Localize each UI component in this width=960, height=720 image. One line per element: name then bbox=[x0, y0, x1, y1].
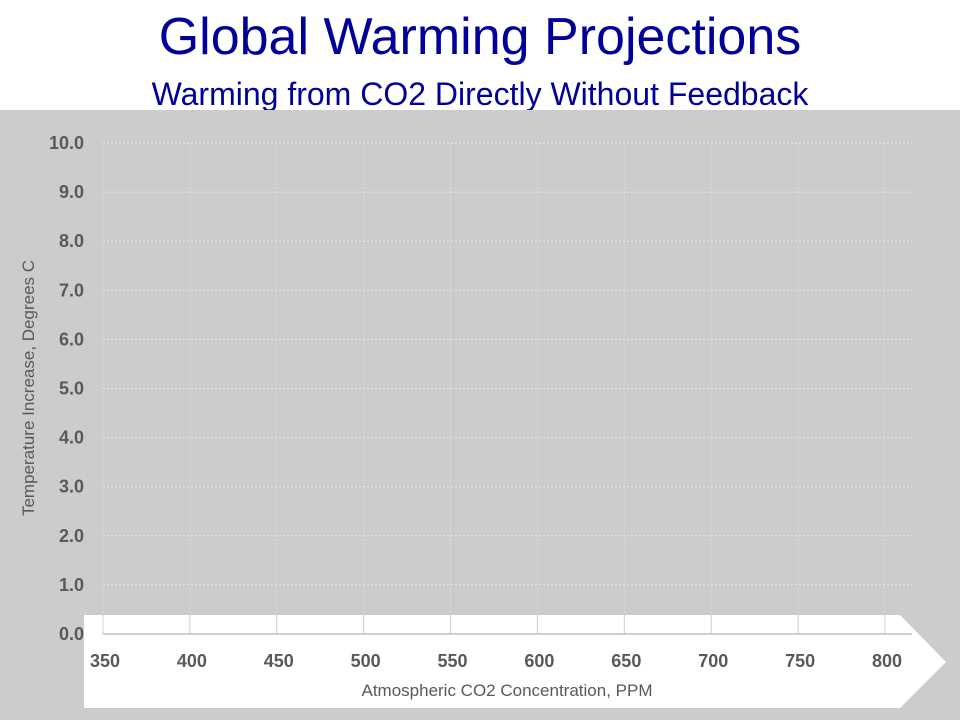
y-tick-label: 2.0 bbox=[59, 526, 84, 546]
x-tick-label: 400 bbox=[177, 651, 207, 671]
y-tick-label: 7.0 bbox=[59, 280, 84, 300]
x-axis-label: Atmospheric CO2 Concentration, PPM bbox=[361, 681, 652, 700]
y-tick-label: 4.0 bbox=[59, 428, 84, 448]
x-tick-label: 350 bbox=[90, 651, 120, 671]
y-tick-label: 0.0 bbox=[59, 624, 84, 644]
x-tick-label: 800 bbox=[872, 651, 902, 671]
x-tick-label: 450 bbox=[264, 651, 294, 671]
chart-title: Global Warming Projections bbox=[158, 8, 802, 66]
y-tick-label: 10.0 bbox=[49, 133, 84, 153]
y-axis-label: Temperature Increase, Degrees C bbox=[19, 260, 38, 516]
y-tick-label: 8.0 bbox=[59, 231, 84, 251]
x-tick-label: 700 bbox=[698, 651, 728, 671]
y-tick-label: 5.0 bbox=[59, 379, 84, 399]
y-tick-label: 1.0 bbox=[59, 575, 84, 595]
x-tick-label: 600 bbox=[524, 651, 554, 671]
x-axis-arrow-shape bbox=[84, 615, 946, 708]
x-tick-label: 550 bbox=[438, 651, 468, 671]
x-tick-label: 500 bbox=[351, 651, 381, 671]
x-tick-label: 750 bbox=[785, 651, 815, 671]
y-tick-label: 9.0 bbox=[59, 182, 84, 202]
y-tick-label: 6.0 bbox=[59, 329, 84, 349]
x-tick-label: 650 bbox=[611, 651, 641, 671]
chart-subtitle: Warming from CO2 Directly Without Feedba… bbox=[151, 76, 809, 112]
y-tick-label: 3.0 bbox=[59, 477, 84, 497]
